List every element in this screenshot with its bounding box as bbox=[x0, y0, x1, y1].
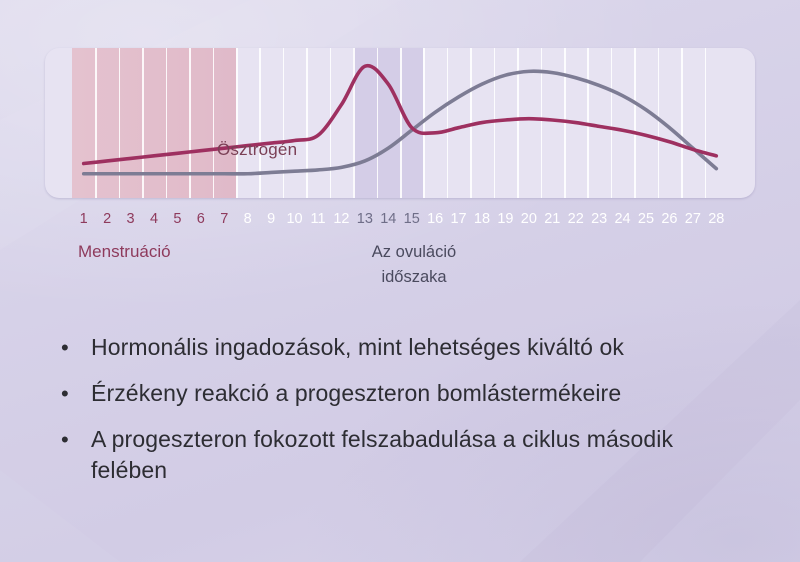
gridline bbox=[259, 48, 262, 198]
day-label-13: 13 bbox=[356, 211, 373, 227]
day-label-11: 11 bbox=[310, 211, 326, 227]
day-label-10: 10 bbox=[286, 211, 303, 227]
gridline bbox=[423, 48, 426, 198]
bullet-text: Érzékeny reakció a progeszteron bomláste… bbox=[91, 380, 622, 406]
gridline bbox=[236, 48, 238, 198]
estrogen-curve bbox=[81, 63, 719, 166]
hormone-cycle-chart: Ösztrogén Progeszteron bbox=[45, 48, 755, 198]
gridline bbox=[118, 48, 121, 198]
day-label-21: 21 bbox=[544, 211, 561, 227]
ovulation-band bbox=[353, 48, 424, 198]
day-label-28: 28 bbox=[708, 211, 725, 227]
gridline bbox=[212, 48, 215, 198]
gridline bbox=[657, 48, 660, 198]
gridline bbox=[540, 48, 543, 198]
menstruation-caption: Menstruáció bbox=[78, 242, 171, 261]
day-label-14: 14 bbox=[380, 211, 397, 227]
day-label-27: 27 bbox=[684, 211, 701, 227]
day-label-1: 1 bbox=[79, 211, 88, 227]
progesterone-curve bbox=[81, 69, 719, 176]
day-label-24: 24 bbox=[614, 211, 631, 227]
day-label-2: 2 bbox=[103, 211, 112, 227]
day-label-12: 12 bbox=[333, 211, 350, 227]
ovulation-caption-line2: időszaka bbox=[381, 268, 447, 286]
ovulation-caption: Az ovuláció időszaka bbox=[334, 240, 494, 290]
gridline bbox=[493, 48, 496, 198]
gridline bbox=[353, 48, 355, 198]
gridline bbox=[95, 48, 98, 198]
estrogen-label: Ösztrogén bbox=[217, 140, 298, 159]
day-label-25: 25 bbox=[637, 211, 655, 227]
cycle-day-axis: 1 2 3 4 5 6 7 8 9 10 11 12 13 14 15 16 17 18 19 20 21 22 23 24 2… bbox=[45, 208, 755, 230]
day-label-3: 3 bbox=[126, 211, 135, 227]
gridline bbox=[400, 48, 402, 198]
bullet-item: • Érzékeny reakció a progeszteron bomlást… bbox=[55, 378, 755, 409]
bullet-marker-icon: • bbox=[61, 381, 69, 406]
day-label-4: 4 bbox=[149, 211, 159, 227]
gridline bbox=[610, 48, 613, 198]
day-label-6: 6 bbox=[196, 211, 205, 227]
gridline bbox=[517, 48, 519, 198]
gridline bbox=[446, 48, 449, 198]
day-label-20: 20 bbox=[520, 211, 537, 227]
day-label-16: 16 bbox=[427, 211, 444, 227]
gridline bbox=[306, 48, 308, 198]
day-label-9: 9 bbox=[267, 211, 276, 227]
bullet-marker-icon: • bbox=[61, 427, 69, 452]
hormone-curves bbox=[81, 63, 719, 176]
gridline bbox=[142, 48, 144, 198]
day-label-7: 7 bbox=[220, 211, 229, 227]
gridline bbox=[189, 48, 191, 198]
gridline bbox=[376, 48, 379, 198]
bullet-item: • A progeszteron fokozott felszabadulása … bbox=[55, 424, 755, 486]
day-label-15: 15 bbox=[403, 211, 420, 227]
day-label-17: 17 bbox=[450, 211, 467, 227]
gridline bbox=[634, 48, 636, 198]
bullet-text: A progeszteron fokozott felszabadulása a… bbox=[91, 426, 674, 483]
gridline bbox=[704, 48, 707, 198]
day-label-22: 22 bbox=[567, 211, 584, 227]
day-label-18: 18 bbox=[473, 211, 491, 227]
ovulation-caption-line1: Az ovuláció bbox=[371, 243, 457, 261]
bullet-text: Hormonális ingadozások, mint lehetséges … bbox=[91, 334, 624, 360]
gridline bbox=[282, 48, 285, 198]
bullet-marker-icon: • bbox=[61, 335, 69, 360]
day-label-5: 5 bbox=[173, 211, 182, 227]
bullet-list: • Hormonális ingadozások, mint lehetséges… bbox=[55, 332, 755, 501]
day-label-19: 19 bbox=[497, 211, 514, 227]
gridline bbox=[681, 48, 683, 198]
day-label-26: 26 bbox=[661, 211, 678, 227]
day-label-8: 8 bbox=[243, 211, 252, 227]
chart-plot-area bbox=[45, 48, 755, 198]
day-label-23: 23 bbox=[591, 211, 608, 227]
bullet-item: • Hormonális ingadozások, mint lehetséges… bbox=[55, 332, 755, 363]
gridline bbox=[165, 48, 168, 198]
